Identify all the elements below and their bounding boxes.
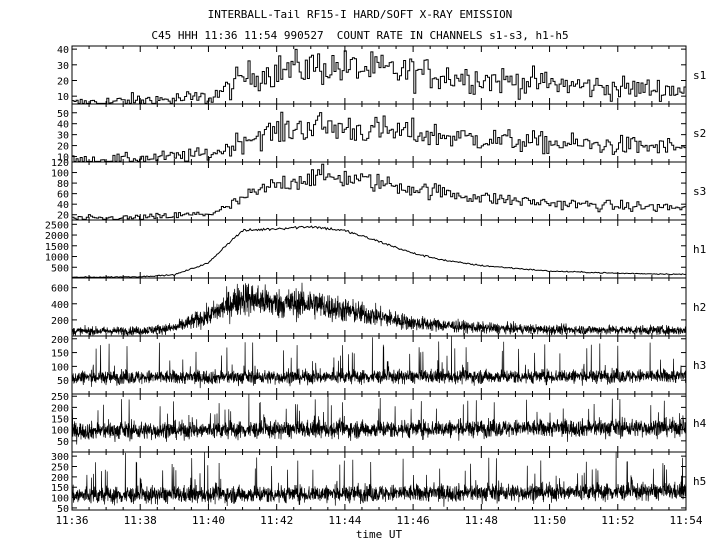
panel-label-h4: h4 (693, 417, 707, 430)
x-tick-label: 11:52 (601, 514, 634, 527)
y-tick-label-h5: 300 (51, 452, 69, 463)
series-line-s1 (72, 48, 687, 104)
y-tick-label-h5: 150 (51, 483, 69, 494)
y-tick-label-h2: 600 (51, 284, 69, 295)
y-tick-label-s1: 40 (57, 45, 69, 56)
panel-label-h3: h3 (693, 359, 706, 372)
y-tick-label-s2: 10 (57, 153, 69, 164)
chart-title: INTERBALL-Tail RF15-I HARD/SOFT X-RAY EM… (207, 8, 513, 21)
y-tick-label-h5: 250 (51, 463, 69, 474)
y-tick-label-h2: 200 (51, 316, 69, 327)
x-tick-label: 11:36 (55, 514, 88, 527)
x-tick-label: 11:40 (192, 514, 225, 527)
x-tick-label: 11:38 (124, 514, 157, 527)
x-tick-label: 11:54 (669, 514, 702, 527)
y-tick-label-s3: 120 (51, 158, 69, 169)
y-tick-label-s2: 20 (57, 142, 69, 153)
y-tick-label-s1: 20 (57, 76, 69, 87)
panel-label-h5: h5 (693, 475, 706, 488)
y-tick-label-h4: 100 (51, 426, 69, 437)
series-line-h5 (71, 451, 687, 507)
y-tick-label-h4: 200 (51, 403, 69, 414)
y-tick-label-s1: 30 (57, 61, 69, 72)
x-tick-label: 11:44 (328, 514, 361, 527)
y-tick-label-h1: 1000 (45, 253, 69, 264)
x-tick-label: 11:46 (397, 514, 430, 527)
panel-label-h2: h2 (693, 301, 706, 314)
y-tick-label-h5: 100 (51, 494, 69, 505)
panel-label-s3: s3 (693, 185, 706, 198)
y-tick-label-s1: 10 (57, 92, 69, 103)
y-tick-label-h4: 150 (51, 415, 69, 426)
series-line-h1 (71, 225, 687, 278)
y-tick-label-h5: 50 (57, 504, 69, 515)
panel-frame-h1 (71, 219, 687, 279)
y-tick-label-s3: 100 (51, 169, 69, 180)
panel-label-s1: s1 (693, 69, 706, 82)
y-tick-label-s3: 20 (57, 211, 69, 222)
y-tick-label-h1: 1500 (45, 242, 69, 253)
series-line-h3 (71, 335, 687, 389)
y-tick-label-h1: 2000 (45, 231, 69, 242)
x-tick-label: 11:42 (260, 514, 293, 527)
y-tick-label-h3: 150 (51, 349, 69, 360)
panel-frame-h5 (71, 451, 687, 511)
series-line-s3 (72, 163, 687, 220)
y-tick-label-s2: 40 (57, 120, 69, 131)
y-tick-label-h1: 2500 (45, 220, 69, 231)
y-tick-label-h4: 250 (51, 392, 69, 403)
y-tick-label-h4: 50 (57, 437, 69, 448)
panel-label-h1: h1 (693, 243, 706, 256)
y-tick-label-s3: 80 (57, 179, 69, 190)
y-tick-label-h2: 400 (51, 300, 69, 311)
x-axis-label: time UT (356, 528, 403, 541)
panel-frame-s1 (71, 45, 687, 105)
y-tick-label-s2: 50 (57, 109, 69, 120)
y-tick-label-h5: 200 (51, 473, 69, 484)
x-tick-label: 11:48 (465, 514, 498, 527)
y-tick-label-h3: 50 (57, 376, 69, 387)
y-tick-label-s3: 60 (57, 190, 69, 201)
series-line-s2 (72, 111, 687, 162)
y-tick-label-h1: 500 (51, 263, 69, 274)
panel-label-s2: s2 (693, 127, 706, 140)
series-line-h4 (71, 393, 687, 445)
y-tick-label-h3: 100 (51, 362, 69, 373)
y-tick-label-s2: 30 (57, 131, 69, 142)
panel-frame-h3 (71, 335, 687, 395)
x-tick-label: 11:50 (533, 514, 566, 527)
series-line-h2 (71, 282, 687, 337)
y-tick-label-h3: 200 (51, 335, 69, 346)
y-tick-label-s3: 40 (57, 200, 69, 211)
chart-subtitle: C45 HHH 11:36 11:54 990527 COUNT RATE IN… (151, 29, 569, 42)
panel-frame-s3 (71, 161, 687, 221)
